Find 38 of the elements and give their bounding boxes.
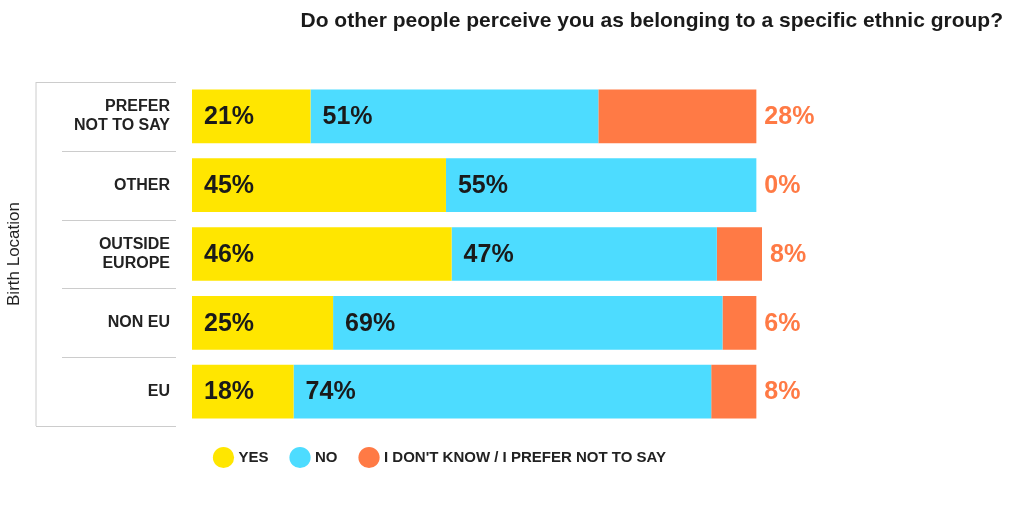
data-label: 69%	[345, 307, 396, 336]
y-tick-label: NON EU	[107, 313, 170, 331]
data-label: 0%	[764, 170, 801, 199]
data-label: 28%	[764, 101, 815, 130]
legend-label: I DON'T KNOW / I PREFER NOT TO SAY	[384, 447, 666, 465]
data-label: 47%	[463, 238, 514, 267]
bar	[445, 158, 757, 213]
data-label: 18%	[204, 376, 255, 405]
y-tick-label: EU	[147, 382, 170, 400]
bar	[192, 158, 446, 213]
data-label: 45%	[204, 170, 255, 199]
bar	[293, 364, 712, 419]
data-label: 46%	[204, 238, 255, 267]
legend-label: YES	[238, 447, 269, 465]
data-label: 55%	[457, 170, 509, 199]
bar	[310, 89, 599, 144]
y-tick-label: PREFER NOT TO SAY	[73, 97, 171, 134]
y-axis-title: Birth Location	[3, 202, 23, 306]
data-label: 8%	[764, 376, 801, 405]
bar	[451, 227, 717, 281]
bar	[722, 295, 757, 350]
bar	[192, 227, 452, 281]
bar	[598, 89, 757, 144]
bar	[716, 227, 762, 281]
bar	[192, 89, 311, 144]
y-tick-label: OTHER	[114, 175, 171, 193]
data-label: 21%	[204, 101, 255, 130]
data-label: 74%	[305, 376, 356, 405]
data-label: 6%	[764, 307, 801, 336]
data-label: 25%	[204, 307, 255, 336]
legend-label: NO	[315, 447, 338, 465]
bar	[711, 364, 757, 419]
chart-title: Do other people perceive you as belonging to a specific ethnic group?	[300, 8, 1003, 32]
bar	[192, 295, 334, 350]
bar	[333, 295, 723, 350]
data-label: 51%	[322, 101, 373, 130]
y-tick-label: OUTSIDE EUROPE	[98, 234, 171, 272]
data-label: 8%	[770, 238, 807, 267]
